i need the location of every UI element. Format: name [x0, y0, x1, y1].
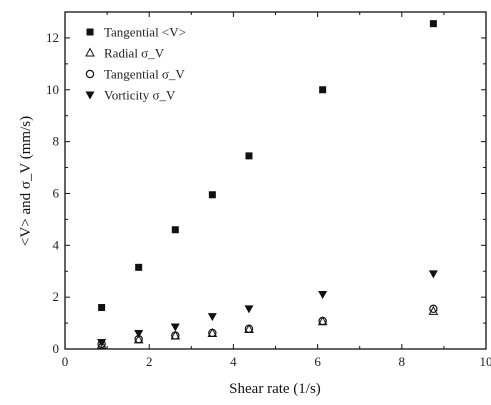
data-point	[96, 339, 107, 349]
x-tick-label: 6	[314, 354, 321, 369]
y-tick-label: 12	[46, 30, 59, 45]
legend-marker	[85, 69, 95, 79]
data-point	[207, 313, 217, 322]
data-point	[428, 305, 439, 315]
data-point	[97, 339, 107, 348]
data-point	[245, 152, 253, 160]
data-point	[170, 323, 180, 332]
data-point	[429, 20, 437, 28]
x-tick-label: 4	[230, 354, 237, 369]
legend-entry: Tangential <V>	[104, 25, 186, 40]
data-point	[171, 226, 179, 234]
axis-ticks: 0 2 4 6 8 10 0 2 4 6 8 10 12	[46, 11, 491, 369]
y-tick-label: 0	[53, 341, 60, 356]
y-tick-label: 4	[53, 237, 60, 252]
legend-marker	[86, 28, 94, 36]
data-point	[134, 329, 144, 338]
data-point	[318, 316, 327, 326]
legend: Tangential <V> Radial σ_V Tangential σ_V Vo…	[85, 25, 186, 103]
y-tick-label: 2	[53, 289, 60, 304]
data-point	[208, 191, 216, 199]
x-tick-label: 10	[480, 354, 491, 369]
data-point	[135, 263, 143, 271]
y-tick-label: 8	[53, 134, 60, 149]
series-1	[98, 20, 437, 312]
y-tick-label: 10	[46, 82, 59, 97]
data-point	[319, 86, 327, 94]
x-axis-title: Shear rate (1/s)	[229, 381, 321, 397]
data-point	[318, 291, 328, 300]
data-point	[244, 324, 254, 333]
plot-frame	[64, 11, 487, 350]
y-axis-title: <V> and σ_V (mm/s)	[18, 116, 34, 246]
data-points	[96, 20, 439, 349]
x-tick-label: 8	[399, 354, 406, 369]
data-point	[208, 328, 217, 338]
series-3	[97, 304, 438, 349]
data-point	[171, 331, 180, 340]
data-point	[429, 304, 438, 314]
x-tick-label: 2	[146, 354, 153, 369]
legend-entry: Vorticity σ_V	[104, 88, 176, 103]
legend-marker	[85, 47, 95, 57]
legend-entry: Radial σ_V	[104, 46, 165, 61]
legend-marker	[85, 91, 95, 100]
data-point	[428, 270, 438, 279]
x-tick-label: 0	[62, 354, 69, 369]
y-tick-label: 6	[53, 185, 60, 200]
data-point	[244, 305, 254, 314]
data-point	[98, 304, 106, 312]
legend-entry: Tangential σ_V	[104, 67, 185, 82]
series-4	[97, 270, 438, 348]
series-2	[96, 305, 439, 349]
